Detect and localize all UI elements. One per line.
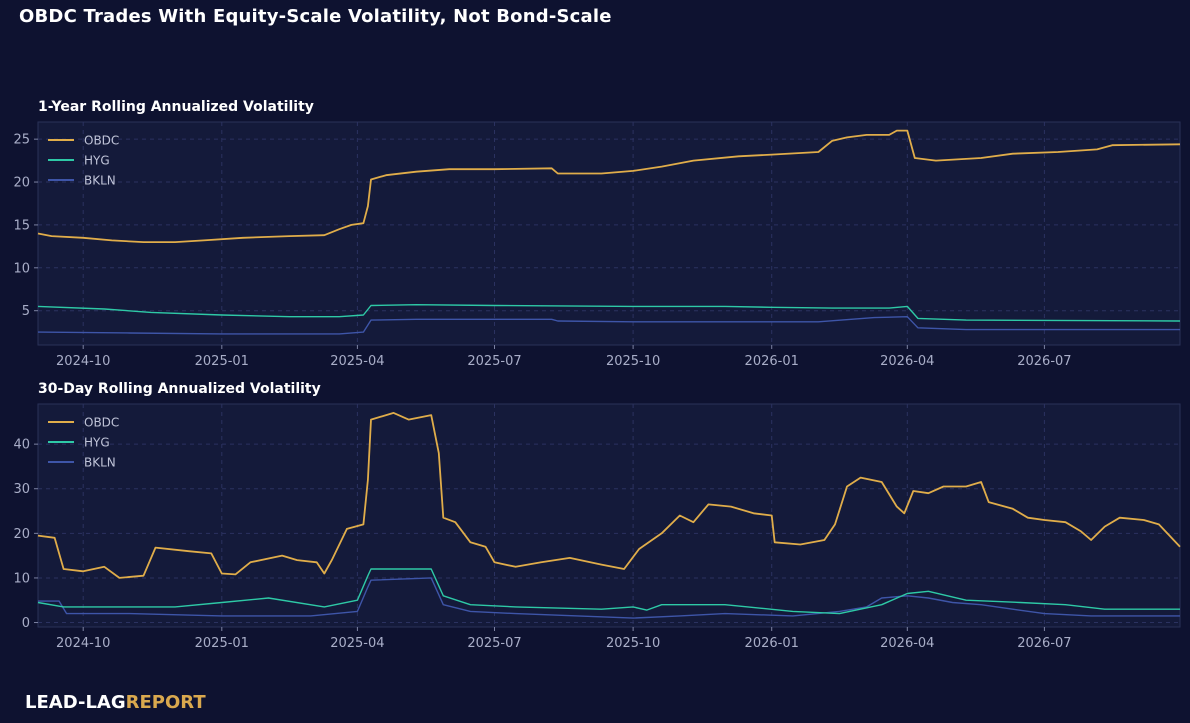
x-tick-label: 2025-04 [330, 636, 384, 651]
y-tick-label: 10 [13, 571, 30, 586]
y-tick-label: 15 [13, 218, 30, 233]
y-tick-label: 10 [13, 261, 30, 276]
legend-label-hyg: HYG [84, 436, 110, 450]
plot-area [37, 403, 1181, 628]
legend-label-obdc: OBDC [84, 416, 119, 430]
x-tick-label: 2026-04 [880, 354, 934, 369]
legend-label-hyg: HYG [84, 154, 110, 168]
series-line-bkln [37, 316, 1180, 335]
series-line-bkln [38, 577, 1180, 619]
x-tick-label: 2024-10 [56, 354, 110, 369]
x-tick-label: 2025-10 [606, 636, 660, 651]
y-tick-label: 0 [22, 616, 30, 631]
y-tick-label: 25 [13, 133, 30, 148]
page-title: OBDC Trades With Equity-Scale Volatility… [19, 6, 612, 27]
x-tick-label: 2025-01 [195, 636, 249, 651]
x-tick-label: 2026-04 [880, 636, 934, 651]
brand-logo-part2: REPORT [125, 692, 206, 713]
series-line-obdc [37, 129, 1181, 243]
x-tick-label: 2026-07 [1017, 354, 1071, 369]
x-tick-label: 2025-04 [330, 354, 384, 369]
plot-area [37, 121, 1181, 346]
y-tick-label: 40 [13, 438, 30, 453]
x-tick-label: 2026-01 [745, 354, 799, 369]
x-tick-label: 2024-10 [56, 636, 110, 651]
legend-label-bkln: BKLN [84, 174, 116, 188]
y-tick-label: 30 [13, 482, 30, 497]
series-line-hyg [37, 304, 1181, 322]
chart-title-1y: 1-Year Rolling Annualized Volatility [38, 99, 314, 115]
brand-logo-part1: LEAD-LAG [25, 692, 126, 713]
rolling-volatility-1y-chart: 5 10 15 20 25 2024-10 2025-01 2025-04 2025-07 202… [13, 121, 1181, 369]
y-tick-label: 20 [13, 176, 30, 191]
x-tick-label: 2025-01 [195, 354, 249, 369]
legend-label-bkln: BKLN [84, 456, 116, 470]
series-line-obdc [37, 412, 1181, 579]
brand-logo: LEAD-LAGREPORT [25, 692, 206, 713]
series-line-hyg [37, 568, 1180, 615]
x-tick-label: 2025-10 [606, 354, 660, 369]
x-tick-label: 2025-07 [467, 354, 521, 369]
x-tick-label: 2026-07 [1017, 636, 1071, 651]
x-tick-label: 2025-07 [467, 636, 521, 651]
x-tick-label: 2026-01 [745, 636, 799, 651]
chart-title-30d: 30-Day Rolling Annualized Volatility [38, 381, 321, 397]
y-tick-label: 5 [22, 304, 30, 319]
y-tick-label: 20 [13, 527, 30, 542]
legend-label-obdc: OBDC [84, 134, 119, 148]
rolling-volatility-30d-chart: 0 10 20 30 40 2024-10 2025-01 2025-04 2025-07 202… [13, 403, 1181, 651]
